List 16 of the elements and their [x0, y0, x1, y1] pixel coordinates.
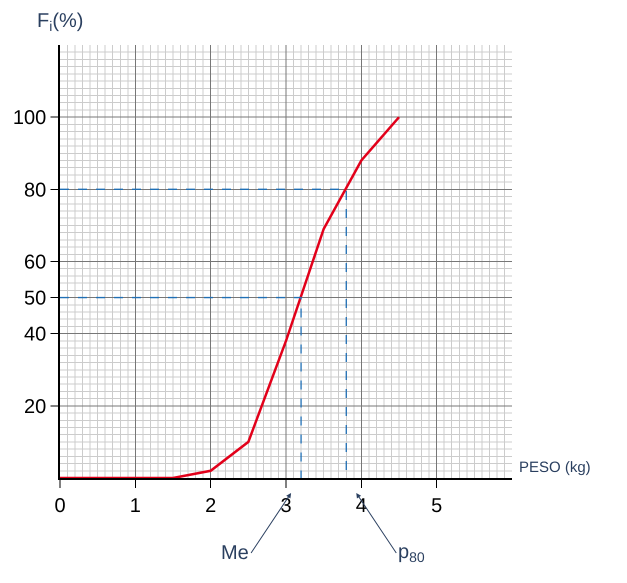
- x-tick-label: 3: [280, 494, 292, 517]
- annotation: Me: [221, 542, 249, 564]
- x-tick-label: 5: [431, 494, 442, 517]
- y-axis-title: F$_{i}$(%): [37, 10, 84, 34]
- x-axis-title: PESO (kg): [519, 459, 591, 476]
- y-tick-label: 80: [24, 179, 46, 202]
- y-tick-label: 20: [24, 396, 46, 418]
- annotation: p$_{80}$: [398, 541, 425, 566]
- x-tick-label: 0: [54, 494, 66, 517]
- y-tick-label: 50: [24, 288, 46, 310]
- y-tick-label: 60: [24, 252, 46, 274]
- line-series: [60, 116, 400, 478]
- y-tick-label: 40: [24, 324, 46, 346]
- x-tick-label: 2: [205, 494, 216, 517]
- x-tick-label: 1: [130, 494, 141, 517]
- y-tick-label: 100: [12, 107, 46, 130]
